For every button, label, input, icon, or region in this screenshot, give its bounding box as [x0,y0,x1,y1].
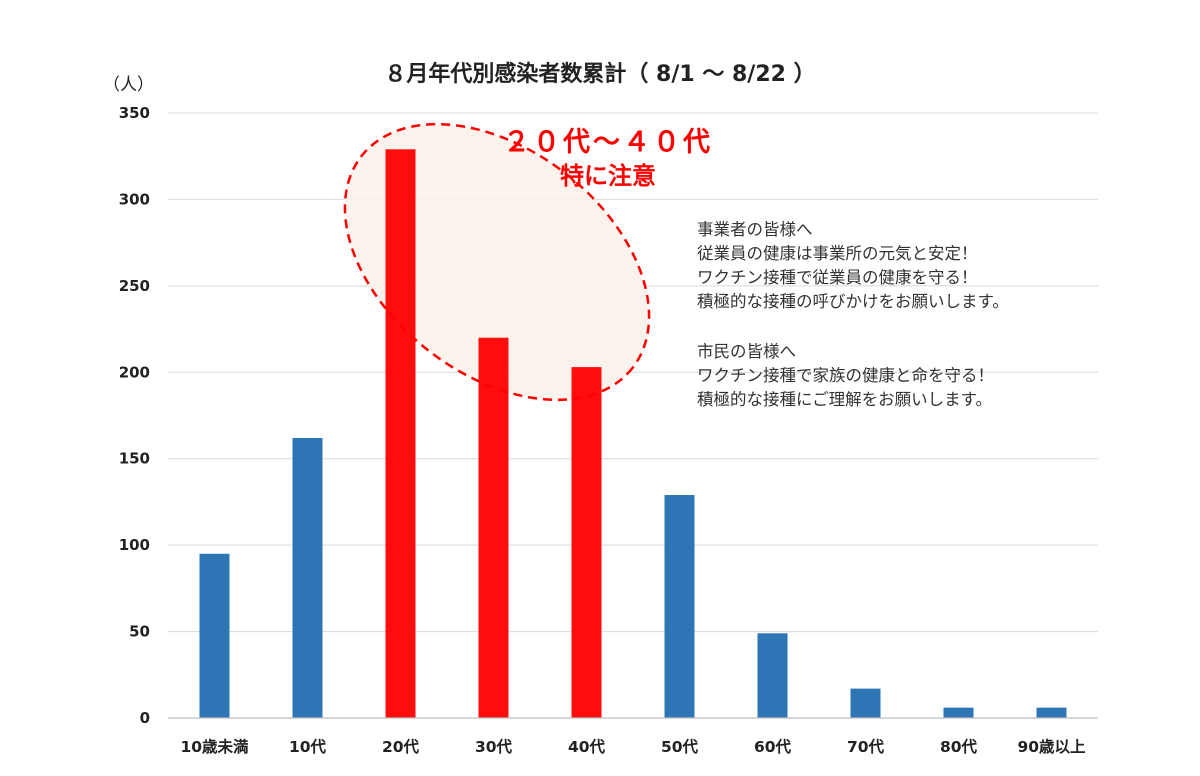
business-message-line: ワクチン接種で従業員の健康を守る！ [697,268,978,287]
x-tick-label: 80代 [940,737,978,756]
citizen-message-line: ワクチン接種で家族の健康と命を守る！ [697,366,994,385]
business-message-line: 積極的な接種の呼びかけをお願いします。 [697,292,1009,311]
highlight-callout-line2: 特に注意 [560,162,656,190]
bar-10代 [292,437,323,718]
x-tick-label: 30代 [475,737,513,756]
x-tick-label: 20代 [382,737,420,756]
citizen-message-line: 積極的な接種にご理解をお願いします。 [697,390,993,409]
x-tick-label: 60代 [754,737,792,756]
bar-60代 [757,633,788,718]
highlight-callout-line1: ２０代〜４０代 [503,127,713,158]
x-axis-ticks: 10歳未満 10代 20代 30代 40代 50代 60代 70代 80代 90歳以上 [180,737,1086,756]
x-tick-label: 40代 [568,737,606,756]
bars [199,149,1067,719]
x-tick-label: 70代 [847,737,885,756]
bar-90歳以上 [1036,707,1067,718]
bar-80代 [943,707,974,718]
bar-50代 [664,495,695,718]
bar-30代 [478,337,509,718]
y-axis-ticks: 0 50 100 150 200 250 300 350 [119,104,150,727]
x-tick-label: 10歳未満 [180,737,249,756]
bar-20代 [385,149,416,719]
business-message: 事業者の皆様へ 従業員の健康は事業所の元気と安定！ ワクチン接種で従業員の健康を… [697,218,1009,314]
citizen-message: 市民の皆様へ ワクチン接種で家族の健康と命を守る！ 積極的な接種にご理解をお願い… [697,340,994,412]
y-tick-label: 150 [119,450,150,468]
chart-title: ８月年代別感染者数累計（ 8/1 〜 8/22 ） [384,62,816,87]
y-tick-label: 350 [119,104,150,122]
y-tick-label: 200 [119,363,150,381]
bar-70代 [850,688,881,718]
y-tick-label: 50 [129,623,150,641]
business-message-line: 従業員の健康は事業所の元気と安定！ [697,244,978,263]
bar-40代 [571,367,602,718]
business-message-line: 事業者の皆様へ [697,220,813,239]
y-axis-unit: （人） [103,75,154,95]
y-tick-label: 300 [119,190,150,208]
y-tick-label: 100 [119,536,150,554]
x-tick-label: 10代 [289,737,327,756]
y-tick-label: 250 [119,277,150,295]
bar-10歳未満 [199,553,230,718]
y-tick-label: 0 [140,709,150,727]
citizen-message-line: 市民の皆様へ [697,342,796,361]
x-tick-label: 50代 [661,737,699,756]
x-tick-label: 90歳以上 [1017,737,1086,756]
highlight-ellipse [343,122,651,402]
